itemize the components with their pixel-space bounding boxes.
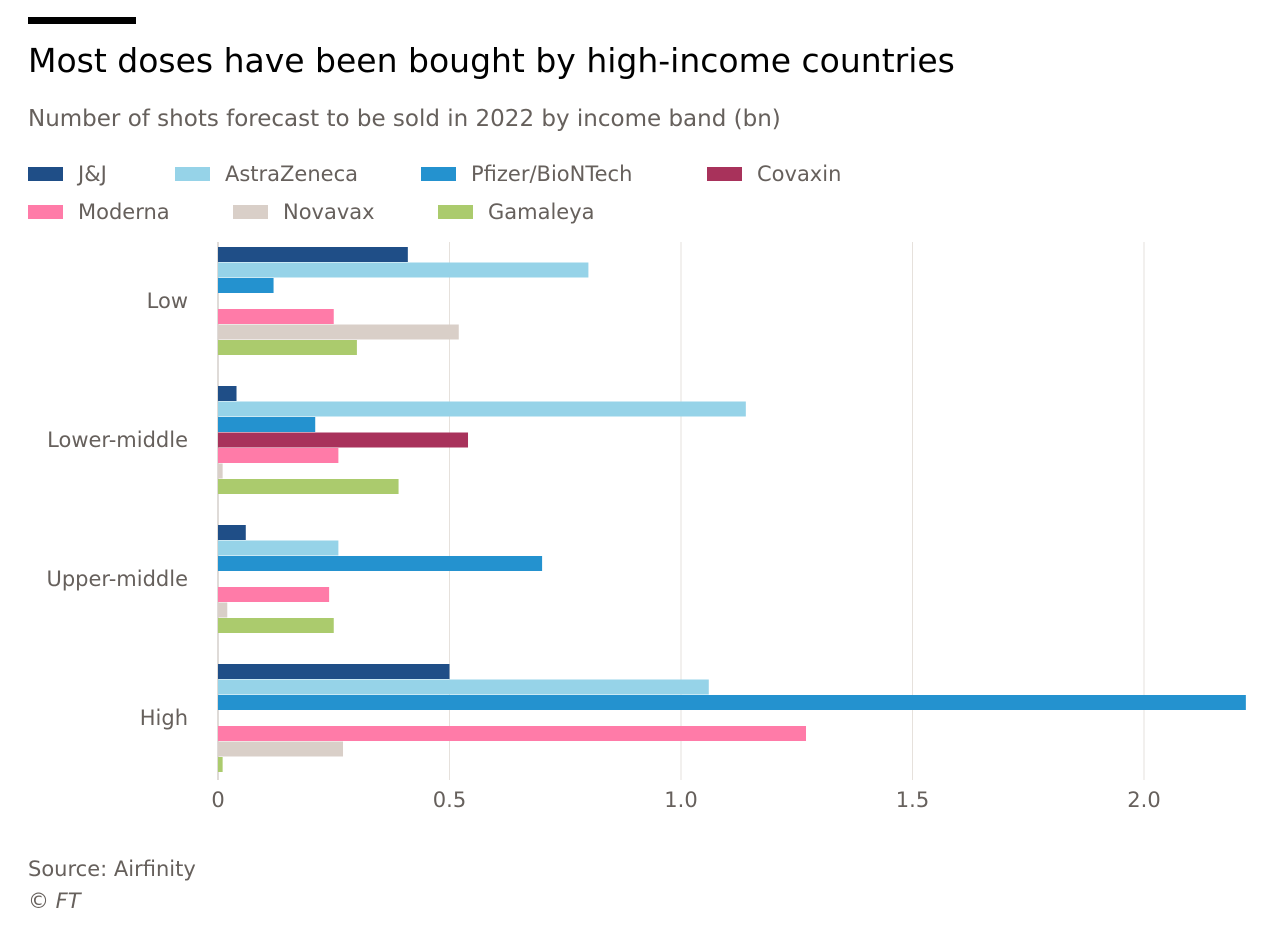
source-note: Source: Airfinity bbox=[28, 857, 196, 881]
legend-swatch bbox=[28, 205, 63, 219]
category-label-lower-middle: Lower-middle bbox=[47, 428, 188, 452]
bar-chart: Low Lower-middle Upper-middle High 0 0.5 1.0 1.… bbox=[46, 242, 1246, 812]
category-label-upper-middle: Upper-middle bbox=[46, 567, 188, 591]
bar-novavax-low bbox=[218, 324, 459, 340]
legend-label: Moderna bbox=[78, 200, 170, 224]
bar-j-j-low bbox=[218, 247, 408, 262]
legend-label: Novavax bbox=[283, 200, 375, 224]
legend-item-pfizer-biontech: Pfizer/BioNTech bbox=[421, 160, 632, 188]
x-tick-label: 2.0 bbox=[1127, 788, 1160, 812]
legend-item-gamaleya: Gamaleya bbox=[438, 198, 595, 226]
legend-item-covaxin: Covaxin bbox=[707, 160, 841, 188]
chart-title: Most doses have been bought by high-inco… bbox=[28, 41, 955, 80]
legend-swatch bbox=[421, 167, 456, 181]
bar-novavax-high bbox=[218, 741, 344, 757]
chart-footer: Source: Airfinity © FT bbox=[28, 853, 196, 917]
legend-swatch bbox=[175, 167, 210, 181]
x-tick-label: 1.0 bbox=[664, 788, 697, 812]
bar-j-j-high bbox=[218, 664, 450, 679]
bar-pfizer-biontech-high bbox=[218, 695, 1246, 710]
bar-gamaleya-high bbox=[218, 757, 223, 772]
legend-label: AstraZeneca bbox=[225, 162, 358, 186]
legend-item-moderna: Moderna bbox=[28, 198, 170, 226]
bar-j-j-lower-middle bbox=[218, 386, 237, 401]
bar-pfizer-biontech-lower-middle bbox=[218, 417, 316, 432]
bar-astrazeneca-low bbox=[218, 262, 589, 278]
legend-item-astrazeneca: AstraZeneca bbox=[175, 160, 358, 188]
bar-covaxin-lower-middle bbox=[218, 432, 469, 448]
ft-top-rule bbox=[28, 17, 136, 24]
bar-moderna-high bbox=[218, 726, 807, 741]
x-tick-label: 0.5 bbox=[433, 788, 466, 812]
legend-swatch bbox=[707, 167, 742, 181]
category-label-high: High bbox=[140, 706, 188, 730]
category-label-low: Low bbox=[147, 289, 188, 313]
bar-moderna-upper-middle bbox=[218, 587, 330, 602]
chart-subtitle: Number of shots forecast to be sold in 2… bbox=[28, 106, 781, 132]
bar-astrazeneca-high bbox=[218, 679, 709, 695]
legend-label: Gamaleya bbox=[488, 200, 595, 224]
bar-novavax-lower-middle bbox=[218, 463, 223, 479]
bar-pfizer-biontech-low bbox=[218, 278, 274, 293]
legend-swatch bbox=[438, 205, 473, 219]
bar-moderna-low bbox=[218, 309, 334, 324]
bar-gamaleya-low bbox=[218, 340, 357, 355]
legend-item-j-j: J&J bbox=[28, 160, 107, 188]
legend-label: J&J bbox=[78, 162, 107, 186]
bar-astrazeneca-lower-middle bbox=[218, 401, 746, 417]
chart-legend: J&J AstraZeneca Pfizer/BioNTech Covaxin Mode… bbox=[28, 160, 1248, 240]
x-tick-label: 0 bbox=[211, 788, 224, 812]
bar-astrazeneca-upper-middle bbox=[218, 540, 339, 556]
bar-moderna-lower-middle bbox=[218, 448, 339, 463]
bar-pfizer-biontech-upper-middle bbox=[218, 556, 543, 571]
legend-item-novavax: Novavax bbox=[233, 198, 375, 226]
x-tick-label: 1.5 bbox=[896, 788, 929, 812]
legend-swatch bbox=[28, 167, 63, 181]
copyright-note: © FT bbox=[28, 889, 81, 913]
legend-label: Covaxin bbox=[757, 162, 842, 186]
bar-j-j-upper-middle bbox=[218, 525, 246, 540]
bar-novavax-upper-middle bbox=[218, 602, 228, 618]
legend-label: Pfizer/BioNTech bbox=[471, 162, 633, 186]
bar-gamaleya-upper-middle bbox=[218, 618, 334, 633]
legend-swatch bbox=[233, 205, 268, 219]
bar-gamaleya-lower-middle bbox=[218, 479, 399, 494]
